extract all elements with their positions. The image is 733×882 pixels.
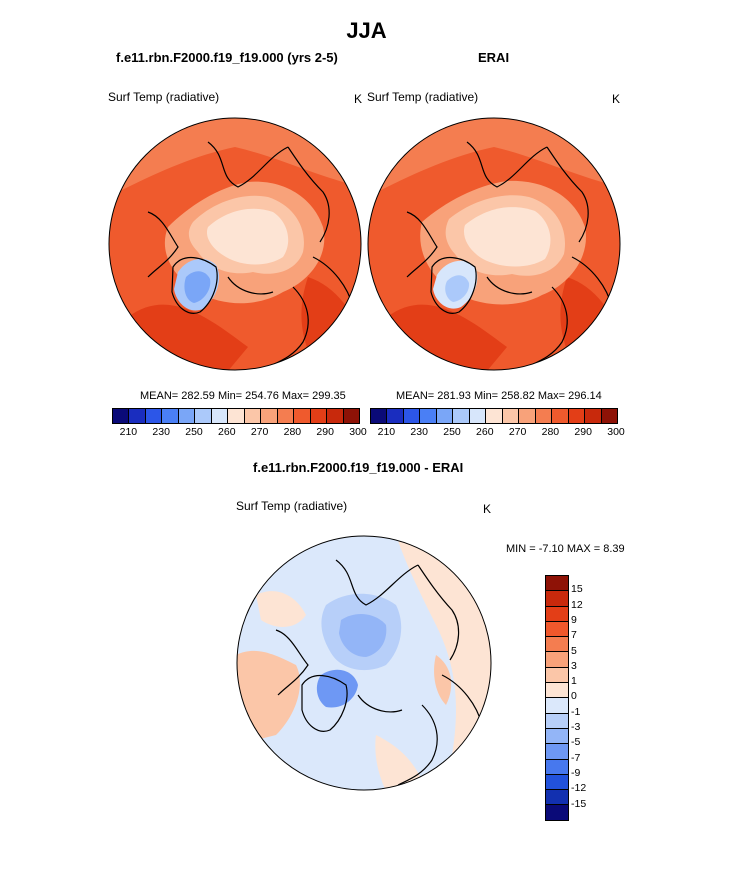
colorbar-tick-label: 260	[218, 426, 236, 438]
colorbar-tick-label: 290	[574, 426, 592, 438]
colorbar-tick-label: 210	[119, 426, 138, 438]
diff-colorbar-swatch	[546, 744, 568, 760]
diff-colorbar-swatch	[546, 667, 568, 684]
diff-colorbar-tick-label: 3	[571, 659, 577, 672]
obs-stats: MEAN= 281.93 Min= 258.82 Max= 296.14	[396, 390, 602, 402]
colorbar-swatch	[211, 409, 229, 423]
diff-colorbar-swatch	[546, 683, 568, 699]
diff-colorbar-tick-label: 0	[571, 690, 577, 703]
colorbar-tick-label: 230	[410, 426, 428, 438]
diff-stats: MIN = -7.10 MAX = 8.39	[506, 543, 625, 555]
colorbar-tick-label: 300	[607, 426, 625, 438]
colorbar-swatch	[502, 409, 520, 423]
colorbar-tick-label: 250	[185, 426, 203, 438]
colorbar-swatch	[277, 409, 295, 423]
diff-colorbar-tick-label: -15	[571, 797, 587, 810]
colorbar-tick-label: 290	[316, 426, 334, 438]
colorbar-swatch	[371, 409, 388, 423]
diff-colorbar-swatch	[546, 790, 568, 806]
colorbar-tick-label: 280	[541, 426, 560, 438]
diff-variable-label: Surf Temp (radiative)	[236, 499, 348, 513]
diff-colorbar-tick-label: 15	[571, 583, 583, 596]
colorbar-swatch	[261, 409, 278, 423]
diff-colorbar-tick-label: 5	[571, 644, 577, 657]
colorbar-swatch	[387, 409, 404, 423]
colorbar-swatch	[294, 409, 311, 423]
diff-colorbar-tick-label: -7	[571, 751, 581, 764]
diff-colorbar	[545, 575, 569, 821]
diff-colorbar-tick-label: -1	[571, 705, 581, 718]
obs-surface-temp-map	[367, 117, 621, 371]
colorbar-swatch	[195, 409, 212, 423]
model-surface-temp-map	[108, 117, 362, 371]
colorbar-swatch	[585, 409, 602, 423]
colorbar-swatch	[403, 409, 421, 423]
diff-colorbar-tick-label: 9	[571, 613, 577, 626]
colorbar-swatch	[453, 409, 470, 423]
colorbar-tick-label: 270	[250, 426, 269, 438]
obs-variable-label: Surf Temp (radiative)	[367, 90, 479, 104]
diff-colorbar-swatch	[546, 774, 568, 791]
diff-units-label: K	[483, 502, 492, 516]
colorbar-tick-label: 230	[152, 426, 170, 438]
diff-colorbar-swatch	[546, 606, 568, 622]
colorbar-swatch	[552, 409, 569, 423]
colorbar-swatch	[145, 409, 163, 423]
diff-colorbar-swatch	[546, 805, 568, 820]
colorbar-swatch	[228, 409, 245, 423]
colorbar-swatch	[343, 409, 360, 423]
colorbar-tick-label: 260	[476, 426, 494, 438]
colorbar-tick-label: 210	[377, 426, 396, 438]
obs-panel-header: ERAI	[478, 50, 510, 65]
diff-colorbar-tick-label: -5	[571, 736, 581, 749]
colorbar-tick-label: 270	[508, 426, 527, 438]
diff-colorbar-swatch	[546, 728, 568, 745]
diff-colorbar-swatch	[546, 621, 568, 638]
colorbar-swatch	[327, 409, 344, 423]
colorbar-tick-label: 250	[443, 426, 461, 438]
colorbar-swatch	[129, 409, 146, 423]
diff-colorbar-swatch	[546, 591, 568, 607]
model-stats: MEAN= 282.59 Min= 254.76 Max= 299.35	[140, 390, 346, 402]
colorbar-swatch	[486, 409, 503, 423]
colorbar-swatch	[436, 409, 454, 423]
model-units-label: K	[354, 92, 363, 106]
diff-colorbar-tick-label: -9	[571, 766, 581, 779]
diff-colorbar-tick-label: -12	[571, 782, 587, 795]
colorbar-swatch	[469, 409, 487, 423]
colorbar-tick-label: 300	[349, 426, 367, 438]
colorbar-swatch	[162, 409, 179, 423]
colorbar-swatch	[519, 409, 536, 423]
diff-colorbar-tick-label: 12	[571, 598, 583, 611]
colorbar-swatch	[178, 409, 196, 423]
model-panel-header: f.e11.rbn.F2000.f19_f19.000 (yrs 2-5)	[116, 50, 338, 65]
model-colorbar	[112, 408, 360, 424]
diff-colorbar-tick-label: 7	[571, 629, 577, 642]
model-variable-label: Surf Temp (radiative)	[108, 90, 220, 104]
colorbar-tick-label: 280	[283, 426, 302, 438]
obs-units-label: K	[612, 92, 621, 106]
colorbar-swatch	[310, 409, 328, 423]
colorbar-swatch	[535, 409, 553, 423]
diff-panel-header: f.e11.rbn.F2000.f19_f19.000 - ERAI	[253, 460, 464, 475]
colorbar-swatch	[601, 409, 618, 423]
diff-surface-temp-map	[236, 535, 492, 791]
diff-colorbar-swatch	[546, 698, 568, 714]
colorbar-swatch	[420, 409, 437, 423]
diff-colorbar-swatch	[546, 713, 568, 729]
obs-colorbar	[370, 408, 618, 424]
colorbar-swatch	[244, 409, 262, 423]
diff-colorbar-tick-label: 1	[571, 675, 577, 688]
diff-colorbar-swatch	[546, 637, 568, 653]
diff-colorbar-swatch	[546, 759, 568, 775]
colorbar-swatch	[568, 409, 586, 423]
diff-colorbar-tick-label: -3	[571, 721, 581, 733]
diff-colorbar-swatch	[546, 576, 568, 592]
colorbar-swatch	[113, 409, 130, 423]
page-title: JJA	[346, 18, 387, 43]
diff-colorbar-swatch	[546, 652, 568, 668]
